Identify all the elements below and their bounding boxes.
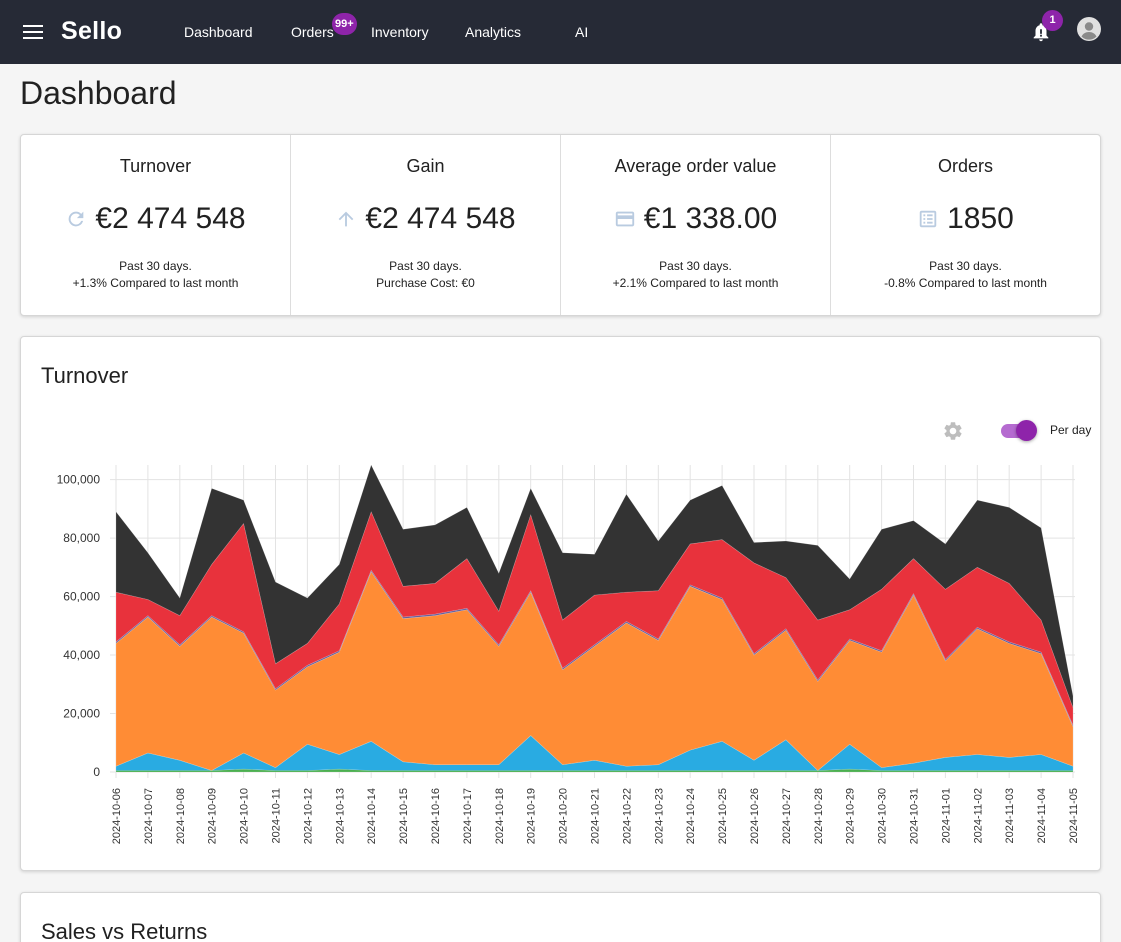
x-tick-label: 2024-11-03: [1004, 788, 1016, 843]
kpi-title: Average order value: [614, 156, 777, 176]
refresh-icon: [69, 211, 84, 227]
x-tick-label: 2024-10-29: [845, 788, 857, 844]
y-tick-label: 80,000: [63, 531, 100, 545]
x-tick-label: 2024-10-25: [717, 788, 729, 844]
kpi-period: Past 30 days.: [659, 259, 732, 273]
credit-card-icon: [615, 211, 634, 227]
nav-label: Dashboard: [184, 24, 253, 40]
nav-ai[interactable]: AI: [575, 24, 588, 40]
orders-count-badge: 99+: [332, 13, 357, 35]
kpi-value: €1 338.00: [643, 202, 778, 235]
kpi-comparison: +2.1% Compared to last month: [612, 276, 779, 290]
kpi-value: €2 474 548: [365, 202, 516, 235]
kpi-period: Past 30 days.: [389, 259, 462, 273]
x-tick-label: 2024-10-22: [621, 788, 633, 844]
x-tick-label: 2024-10-17: [462, 788, 474, 844]
x-tick-label: 2024-11-05: [1068, 788, 1080, 843]
x-tick-label: 2024-10-12: [302, 788, 314, 844]
top-app-bar: Sello Dashboard Orders 99+ Inventory Anal…: [0, 0, 1121, 64]
kpi-average-order-value: Average order value €1 338.00 Past 30 da…: [561, 135, 831, 315]
x-tick-label: 2024-10-30: [877, 788, 889, 844]
gear-icon[interactable]: [942, 420, 964, 442]
x-tick-label: 2024-10-10: [239, 788, 251, 844]
nav-label: Orders: [291, 24, 334, 40]
kpi-comparison: -0.8% Compared to last month: [884, 276, 1047, 290]
user-avatar-icon[interactable]: [1077, 17, 1101, 41]
notification-count-badge: 1: [1042, 10, 1063, 31]
x-tick-label: 2024-10-11: [271, 788, 283, 843]
x-tick-label: 2024-10-31: [909, 788, 921, 844]
x-tick-label: 2024-10-09: [207, 788, 219, 844]
turnover-chart-card: Turnover 0 20,000 40,000 60,000 80,000 100,00…: [20, 336, 1101, 871]
x-tick-label: 2024-10-08: [175, 788, 187, 844]
y-tick-label: 100,000: [57, 473, 101, 487]
x-tick-label: 2024-10-16: [430, 788, 442, 844]
page-title: Dashboard: [20, 75, 177, 111]
kpi-title: Turnover: [119, 156, 192, 176]
x-tick-label: 2024-10-15: [398, 788, 410, 844]
x-tick-label: 2024-10-18: [494, 788, 506, 844]
kpi-title: Orders: [937, 156, 993, 176]
x-tick-label: 2024-11-02: [972, 788, 984, 843]
nav-dashboard[interactable]: Dashboard: [184, 24, 253, 40]
turnover-stacked-area-chart: 0 20,000 40,000 60,000 80,000 100,000 2024-10-…: [57, 464, 1080, 844]
app-logo[interactable]: Sello: [61, 17, 123, 45]
nav-label: Analytics: [465, 24, 522, 40]
sales-vs-returns-title: Sales vs Returns: [41, 919, 208, 942]
nav-label: AI: [575, 24, 589, 40]
kpi-value: 1850: [947, 202, 1014, 235]
y-tick-label: 60,000: [63, 590, 100, 604]
turnover-card-title: Turnover: [41, 363, 129, 388]
nav-analytics[interactable]: Analytics: [465, 24, 521, 40]
x-tick-label: 2024-10-06: [111, 788, 123, 844]
x-tick-label: 2024-10-07: [143, 788, 155, 844]
x-tick-label: 2024-10-14: [366, 788, 378, 844]
per-day-toggle[interactable]: [1001, 420, 1037, 442]
nav-orders[interactable]: Orders 99+: [291, 13, 357, 40]
kpi-value: €2 474 548: [95, 202, 246, 235]
kpi-orders: Orders 1850 Past 30 days. -0.8% Compared …: [831, 135, 1100, 315]
x-tick-label: 2024-10-20: [558, 788, 570, 844]
x-tick-label: 2024-11-01: [940, 788, 952, 843]
nav-inventory[interactable]: Inventory: [371, 24, 429, 40]
kpi-comparison: +1.3% Compared to last month: [72, 276, 239, 290]
x-tick-label: 2024-10-28: [813, 788, 825, 844]
arrow-up-icon: [339, 211, 354, 227]
kpi-period: Past 30 days.: [929, 259, 1002, 273]
nav-label: Inventory: [371, 24, 429, 40]
menu-icon[interactable]: [23, 24, 43, 40]
area-series-black[interactable]: [115, 464, 1074, 708]
per-day-toggle-label: Per day: [1050, 423, 1092, 437]
kpi-turnover: Turnover €2 474 548 Past 30 days. +1.3% C…: [21, 135, 291, 315]
kpi-gain: Gain €2 474 548 Past 30 days. Purchase Co…: [291, 135, 561, 315]
y-tick-label: 0: [93, 765, 100, 779]
x-tick-label: 2024-10-19: [526, 788, 538, 844]
x-tick-label: 2024-10-24: [685, 788, 697, 844]
kpi-purchase-cost: Purchase Cost: €0: [376, 276, 475, 290]
y-tick-label: 20,000: [63, 707, 100, 721]
kpi-period: Past 30 days.: [119, 259, 192, 273]
x-tick-label: 2024-10-23: [653, 788, 665, 844]
x-tick-label: 2024-10-26: [749, 788, 761, 844]
x-tick-label: 2024-10-13: [334, 788, 346, 844]
x-tick-label: 2024-10-21: [590, 788, 602, 844]
x-tick-label: 2024-11-04: [1036, 788, 1048, 843]
y-tick-label: 40,000: [63, 648, 100, 662]
kpi-title: Gain: [406, 156, 445, 176]
list-icon: [919, 210, 937, 228]
kpi-summary-card: Turnover €2 474 548 Past 30 days. +1.3% C…: [20, 134, 1101, 316]
x-tick-label: 2024-10-27: [781, 788, 793, 844]
sales-vs-returns-card: Sales vs Returns: [20, 892, 1101, 942]
